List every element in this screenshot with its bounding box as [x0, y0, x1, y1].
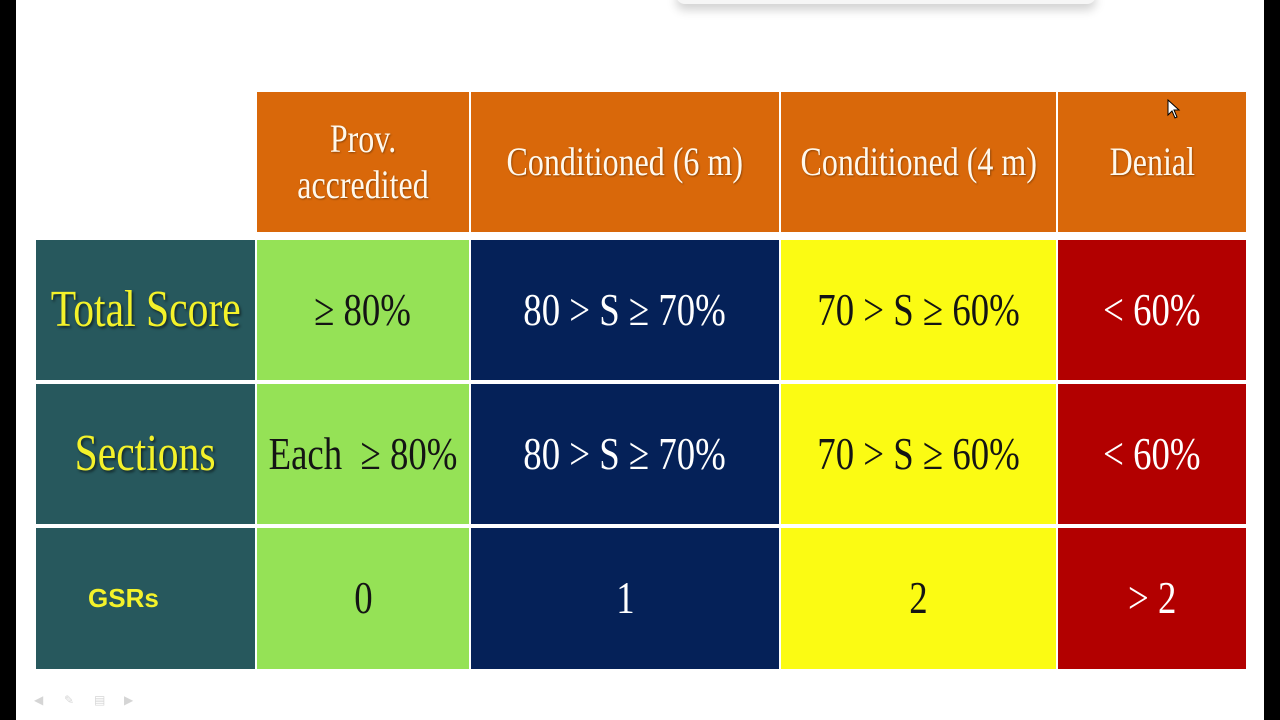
- cell-sections-cond6: 80 > S ≥ 70%: [471, 384, 779, 524]
- row-label: Sections: [75, 425, 216, 483]
- cell-value: < 60%: [1103, 427, 1201, 479]
- pen-icon[interactable]: ✎: [64, 693, 75, 707]
- cell-total-score-cond4: 70 > S ≥ 60%: [781, 240, 1056, 380]
- cell-value: 70 > S ≥ 60%: [817, 283, 1020, 335]
- header-conditioned-4m: Conditioned (4 m): [781, 92, 1056, 232]
- cell-value: < 60%: [1103, 283, 1201, 335]
- cell-gsrs-denial: > 2: [1058, 528, 1246, 669]
- mouse-cursor-icon: [1167, 99, 1181, 119]
- header-label: Denial: [1109, 139, 1195, 184]
- row-header-gsrs: GSRs: [36, 528, 255, 669]
- cell-value: 1: [615, 572, 635, 624]
- presentation-toolbar: ◀ ✎ ▤ ▶: [34, 694, 140, 706]
- cell-total-score-prov: ≥ 80%: [257, 240, 469, 380]
- cell-gsrs-cond4: 2: [781, 528, 1056, 669]
- header-label: Prov. accredited: [297, 116, 429, 207]
- cell-sections-cond4: 70 > S ≥ 60%: [781, 384, 1056, 524]
- cell-gsrs-prov: 0: [257, 528, 469, 669]
- back-arrow-icon[interactable]: ◀: [34, 693, 44, 707]
- slide: Prov. accredited Conditioned (6 m) Condi…: [16, 0, 1264, 720]
- row-header-sections: Sections: [36, 384, 255, 524]
- forward-arrow-icon[interactable]: ▶: [124, 693, 134, 707]
- top-shadow-decoration: [676, 0, 1096, 4]
- cell-value: 80 > S ≥ 70%: [523, 283, 727, 335]
- row-label: GSRs: [88, 582, 159, 613]
- cell-value: 2: [909, 572, 928, 624]
- cell-value: ≥ 80%: [314, 283, 412, 335]
- cell-value: Each ≥ 80%: [268, 427, 458, 479]
- row-label: Total Score: [50, 281, 241, 339]
- cell-sections-denial: < 60%: [1058, 384, 1246, 524]
- cell-value: 0: [353, 572, 373, 624]
- header-prov-accredited: Prov. accredited: [257, 92, 469, 232]
- header-label: Conditioned (6 m): [506, 139, 744, 184]
- cell-total-score-cond6: 80 > S ≥ 70%: [471, 240, 779, 380]
- header-conditioned-6m: Conditioned (6 m): [471, 92, 779, 232]
- cell-value: 80 > S ≥ 70%: [523, 427, 727, 479]
- cell-gsrs-cond6: 1: [471, 528, 779, 669]
- menu-icon[interactable]: ▤: [94, 693, 106, 707]
- header-label: Conditioned (4 m): [800, 139, 1037, 184]
- cell-sections-prov: Each ≥ 80%: [257, 384, 469, 524]
- cell-total-score-denial: < 60%: [1058, 240, 1246, 380]
- row-header-total-score: Total Score: [36, 240, 255, 380]
- cell-value: 70 > S ≥ 60%: [817, 427, 1020, 479]
- cell-value: > 2: [1127, 572, 1177, 624]
- header-denial: Denial: [1058, 92, 1246, 232]
